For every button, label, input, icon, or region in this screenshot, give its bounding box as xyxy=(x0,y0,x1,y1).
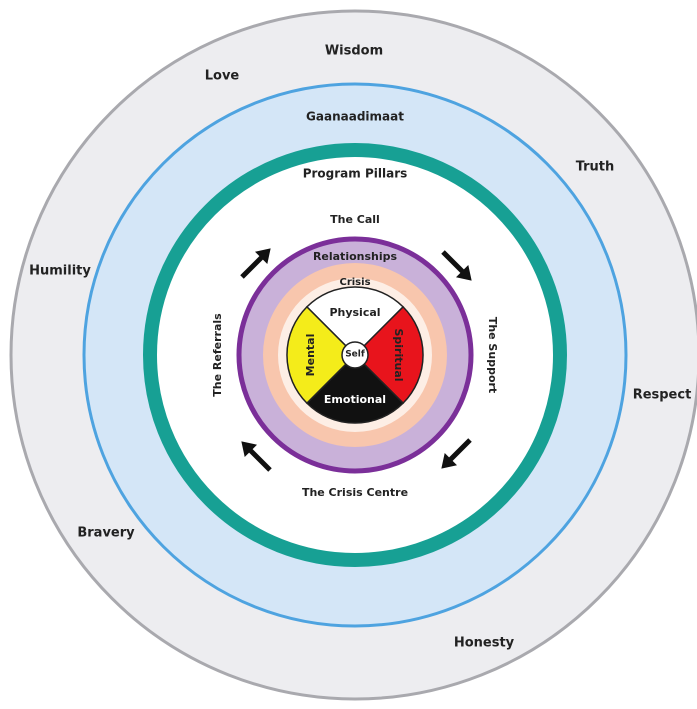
wheel-label: Spiritual xyxy=(392,328,405,381)
pillar-label: The Referrals xyxy=(211,313,224,397)
ring-label: Relationships xyxy=(313,250,398,263)
physical-quadrant xyxy=(305,286,405,357)
pillar-label: The Support xyxy=(486,317,499,393)
wheel-label: Mental xyxy=(304,334,317,377)
teaching: Bravery xyxy=(77,526,135,541)
wheel-label: Physical xyxy=(329,306,380,319)
ring-label: Gaanaadimaat xyxy=(306,110,404,124)
wheel-label: Emotional xyxy=(324,393,386,406)
teaching: Humility xyxy=(29,264,91,279)
spiritual-quadrant xyxy=(353,305,424,405)
teaching: Honesty xyxy=(454,636,515,651)
mental-quadrant xyxy=(286,305,357,405)
medicine-wheel xyxy=(286,286,424,424)
ring-label: Crisis xyxy=(339,277,370,288)
self-label: Self xyxy=(345,350,365,360)
emotional-quadrant xyxy=(305,353,405,424)
teaching: Wisdom xyxy=(325,44,383,59)
ring-label: Program Pillars xyxy=(303,167,408,181)
teaching: Truth xyxy=(576,160,615,175)
arrows xyxy=(240,248,472,472)
pillar-label: The Crisis Centre xyxy=(302,486,408,499)
self-circle xyxy=(341,341,369,369)
teaching: Love xyxy=(205,69,240,84)
teaching: Respect xyxy=(633,388,692,403)
pillar-label: The Call xyxy=(330,213,380,226)
